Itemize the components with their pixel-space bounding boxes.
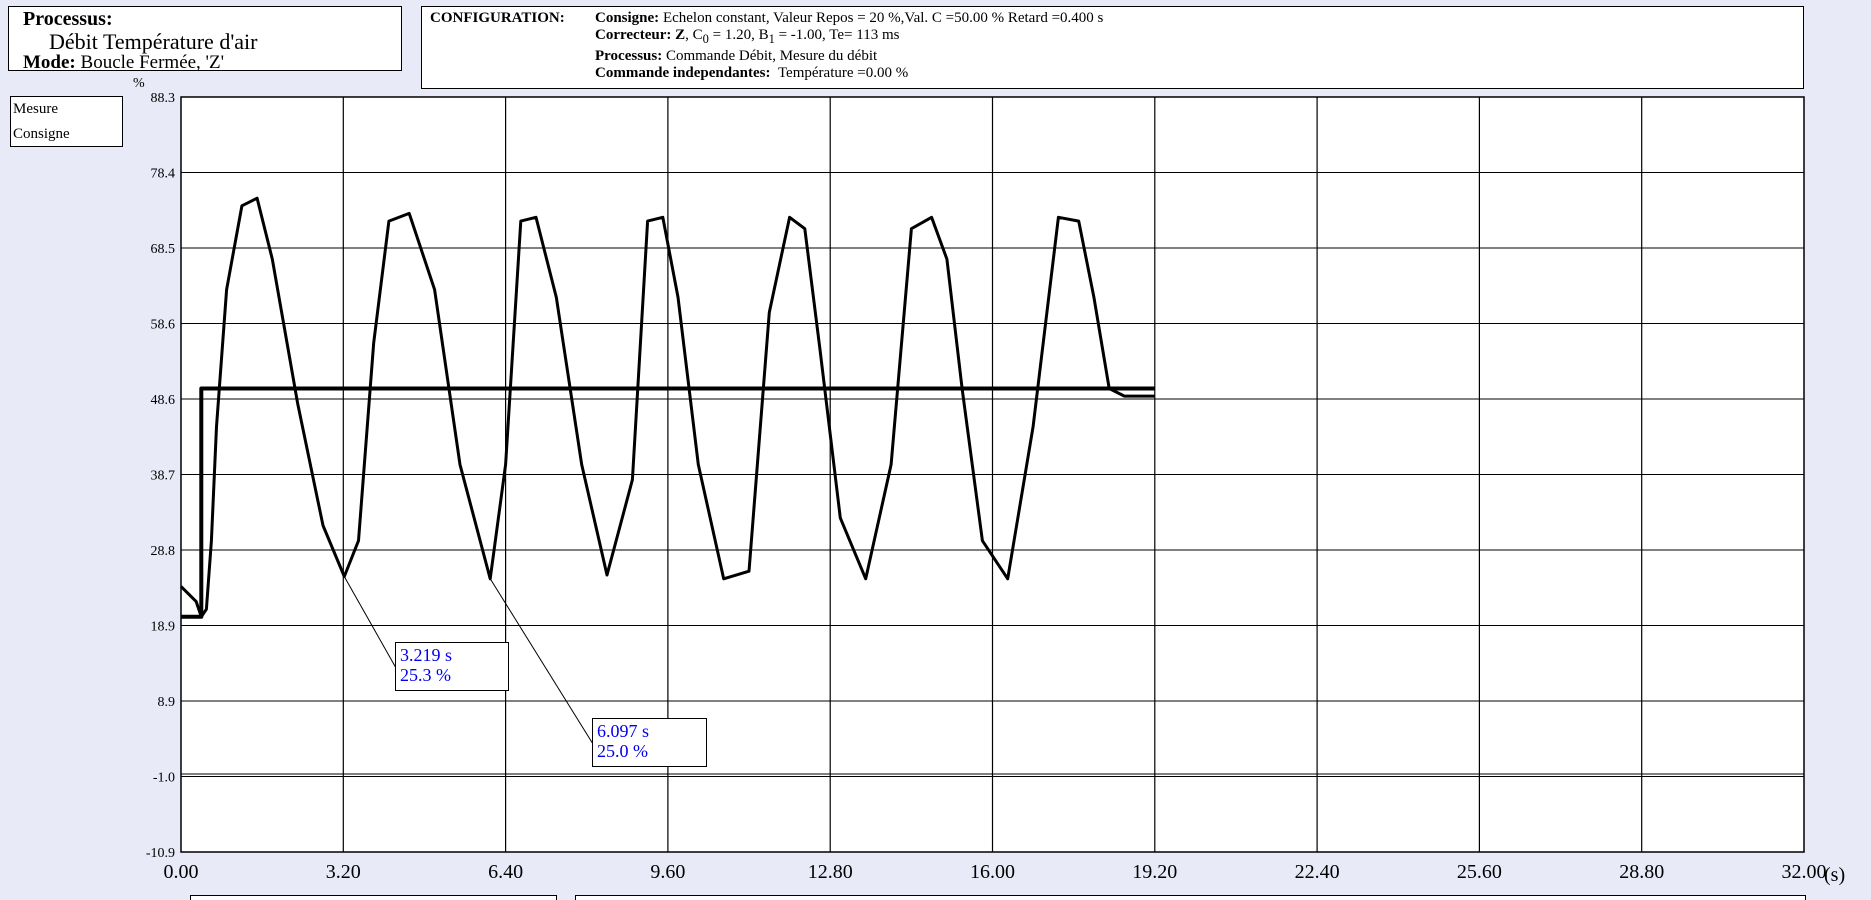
- mode-value: Boucle Fermée, 'Z': [80, 52, 225, 73]
- b1-value: = -1.00, Te= 113 ms: [774, 27, 900, 43]
- y-tick-label: -10.9: [146, 846, 175, 861]
- bottom-bar-right: [575, 895, 1806, 900]
- annotation-2-time: 6.097 s: [597, 721, 650, 741]
- mode-label: Mode:: [23, 52, 76, 73]
- x-tick-label: 32.00: [1782, 861, 1827, 883]
- legend-mesure: Mesure: [13, 101, 58, 117]
- commande-value: Température =0.00 %: [777, 65, 909, 81]
- correcteur-z: Z: [675, 27, 686, 43]
- y-axis-label: %: [133, 76, 145, 91]
- y-tick-label: 68.5: [151, 242, 176, 257]
- y-tick-label: 8.9: [158, 695, 176, 710]
- annotation-2-value: 25.0 %: [597, 741, 648, 761]
- y-tick-label: 18.9: [151, 620, 176, 635]
- y-tick-labels: 88.3 78.4 68.5 58.6 48.6 38.7 28.8 18.9 8.9 -1.0 -…: [146, 91, 175, 861]
- b1-sub: 1: [768, 32, 775, 46]
- annotation-leader: [343, 576, 397, 669]
- series-consigne: [181, 386, 1155, 619]
- c0-sub: 0: [702, 32, 709, 46]
- processus-label: Processus:: [595, 48, 663, 64]
- annotation-leaders: [343, 576, 594, 745]
- x-tick-label: 22.40: [1295, 861, 1340, 883]
- annotation-box-1: 3.219 s 25.3 %: [395, 642, 509, 691]
- x-tick-label: 9.60: [650, 861, 685, 883]
- x-tick-label: 12.80: [808, 861, 853, 883]
- y-tick-label: 78.4: [151, 167, 176, 182]
- commande-label: Commande independantes:: [595, 65, 771, 81]
- x-tick-label: 0.00: [164, 861, 199, 883]
- annotation-1-time: 3.219 s: [400, 645, 453, 665]
- process-name: Débit Température d'air: [49, 29, 258, 54]
- config-panel: CONFIGURATION: Consigne: Echelon constan…: [421, 6, 1804, 89]
- c0-value: = 1.20, B: [708, 27, 769, 43]
- x-tick-label: 3.20: [326, 861, 361, 883]
- y-tick-label: 38.7: [151, 469, 176, 484]
- config-heading: CONFIGURATION:: [430, 10, 565, 26]
- process-panel: Processus: Débit Température d'air Mode:…: [8, 6, 402, 73]
- bottom-bar-left: [190, 895, 557, 900]
- x-tick-label: 19.20: [1132, 861, 1177, 883]
- config-commande-row: Commande independantes: Température =0.0…: [595, 65, 1103, 82]
- correcteur-label: Correcteur:: [595, 27, 672, 43]
- annotation-1-value: 25.3 %: [400, 665, 451, 685]
- y-tick-label: 58.6: [151, 318, 176, 333]
- annotation-box-2: 6.097 s 25.0 %: [592, 718, 707, 767]
- series-mesure: [179, 196, 1155, 619]
- x-tick-labels: 0.00 3.20 6.40 9.60 12.80 16.00 19.20 22.40 25.6…: [164, 861, 1827, 883]
- series-layer: [179, 196, 1155, 619]
- x-axis-unit: (s): [1824, 864, 1845, 886]
- config-correcteur-row: Correcteur: Z, C0 = 1.20, B1 = -1.00, Te…: [595, 27, 1103, 48]
- legend: Mesure Consigne: [10, 96, 123, 147]
- x-tick-label: 16.00: [970, 861, 1015, 883]
- consigne-label: Consigne:: [595, 10, 660, 26]
- config-processus-row: Processus: Commande Débit, Mesure du déb…: [595, 48, 1103, 65]
- y-tick-label: 88.3: [151, 91, 176, 106]
- c0-label: , C: [685, 27, 703, 43]
- consigne-value: Echelon constant, Valeur Repos = 20 %,Va…: [662, 10, 1104, 26]
- y-tick-label: 48.6: [151, 393, 176, 408]
- process-label: Processus:: [23, 8, 113, 30]
- grid: [181, 97, 1804, 852]
- legend-consigne: Consigne: [13, 126, 70, 142]
- config-consigne-row: Consigne: Echelon constant, Valeur Repos…: [595, 10, 1103, 27]
- annotation-leader: [489, 578, 594, 745]
- x-tick-label: 6.40: [488, 861, 523, 883]
- processus-value: Commande Débit, Mesure du débit: [665, 48, 878, 64]
- x-tick-label: 25.60: [1457, 861, 1502, 883]
- y-tick-label: -1.0: [153, 771, 175, 786]
- y-tick-label: 28.8: [151, 544, 176, 559]
- x-tick-label: 28.80: [1619, 861, 1664, 883]
